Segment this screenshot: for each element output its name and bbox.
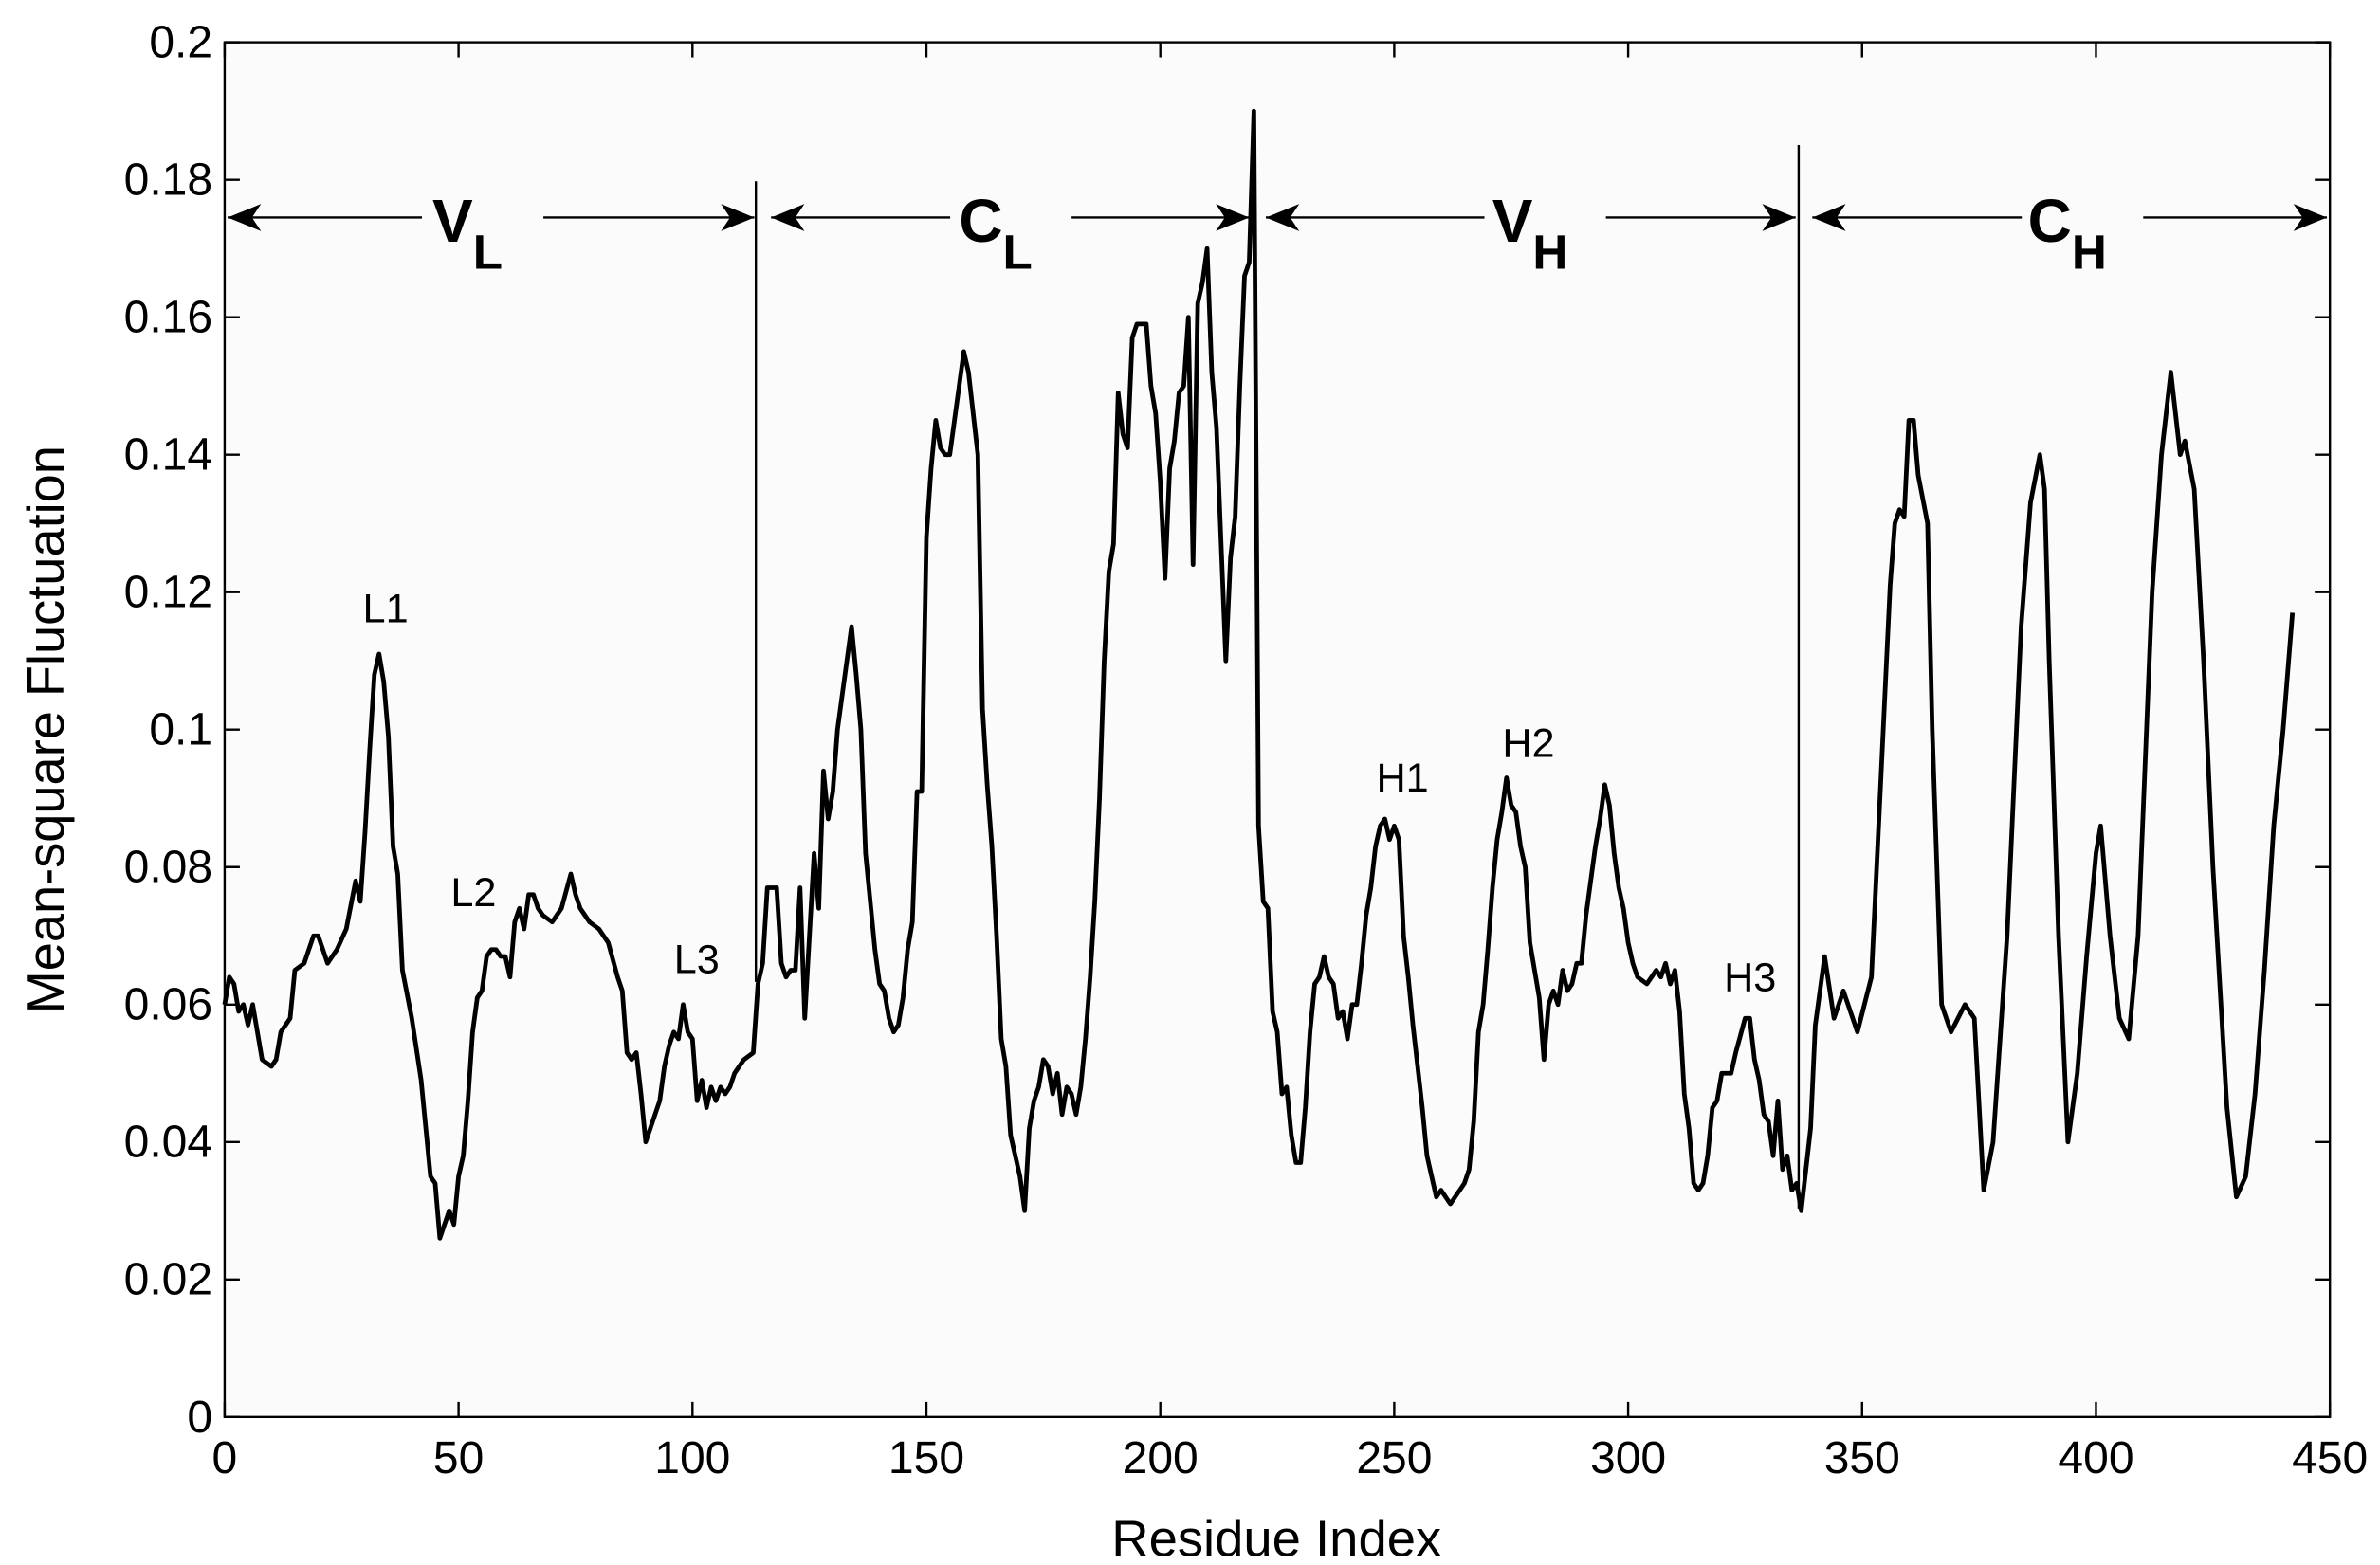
arrow-head	[721, 204, 755, 231]
arrow-head	[1762, 204, 1796, 231]
annotation: L2	[450, 870, 496, 916]
annotation: L1	[363, 587, 409, 632]
y-tick-label: 0.12	[124, 568, 212, 618]
y-tick-label: 0.2	[149, 18, 212, 68]
annotation: L3	[674, 937, 720, 982]
plot-area	[224, 42, 2331, 1417]
region-letter: C	[2028, 187, 2072, 255]
x-tick-label: 50	[433, 1433, 484, 1483]
arrow-head	[1812, 204, 1846, 231]
annotation: H2	[1502, 720, 1554, 766]
region-subscript: H	[1532, 226, 1567, 280]
x-tick-label: 300	[1590, 1433, 1666, 1483]
y-tick-label: 0.04	[124, 1118, 212, 1168]
y-axis-title: Mean-square Fluctuation	[17, 446, 75, 1013]
region-letter: V	[1492, 187, 1533, 255]
x-tick-label: 250	[1356, 1433, 1432, 1483]
y-tick-label: 0.02	[124, 1255, 212, 1305]
y-tick-label: 0.1	[149, 705, 212, 755]
arrow-head	[228, 204, 262, 231]
arrow-head	[1266, 204, 1300, 231]
region-letter: C	[959, 187, 1002, 255]
region-subscript: L	[1003, 226, 1033, 280]
region-label: CH	[2028, 187, 2107, 280]
y-tick-label: 0.06	[124, 980, 212, 1030]
arrow-head	[771, 204, 805, 231]
y-tick-label: 0.16	[124, 293, 212, 343]
x-tick-label: 0	[212, 1433, 238, 1483]
region-subscript: H	[2072, 226, 2107, 280]
x-tick-label: 450	[2292, 1433, 2368, 1483]
x-tick-label: 150	[888, 1433, 964, 1483]
arrow-head	[2293, 204, 2327, 231]
annotation: H1	[1376, 755, 1428, 801]
region-label: VH	[1492, 187, 1568, 280]
x-tick-label: 200	[1123, 1433, 1199, 1483]
region-letter: V	[432, 187, 473, 255]
x-tick-label: 100	[654, 1433, 730, 1483]
x-tick-label: 350	[1824, 1433, 1900, 1483]
arrow-head	[1216, 204, 1250, 231]
plot-frame	[223, 41, 2332, 1419]
annotation: H3	[1724, 955, 1776, 1001]
x-axis-title: Residue Index	[1111, 1510, 1441, 1565]
x-tick-label: 400	[2058, 1433, 2133, 1483]
y-tick-label: 0.18	[124, 155, 212, 206]
region-label: VL	[432, 187, 503, 280]
region-label: CL	[959, 187, 1033, 280]
y-tick-label: 0.14	[124, 430, 212, 481]
region-subscript: L	[473, 226, 503, 280]
y-tick-label: 0.08	[124, 843, 212, 893]
y-tick-label: 0	[187, 1392, 212, 1443]
data-line	[222, 108, 2296, 1241]
